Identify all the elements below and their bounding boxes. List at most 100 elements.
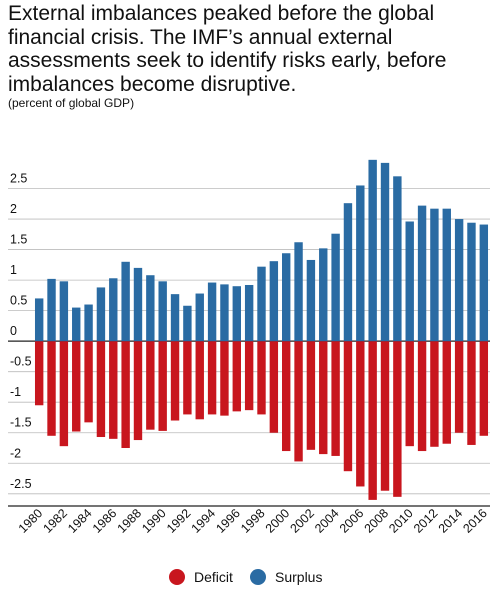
- bar: [84, 341, 93, 423]
- legend-label: Surplus: [275, 569, 322, 585]
- bar: [47, 341, 56, 436]
- bar: [59, 341, 69, 447]
- bar: [207, 341, 217, 415]
- x-tick-label: 1980: [16, 506, 46, 536]
- bar: [109, 341, 118, 439]
- bar: [368, 341, 377, 500]
- chart-subtitle: (percent of global GDP): [8, 96, 135, 110]
- bar: [195, 341, 204, 420]
- bar: [34, 298, 44, 342]
- bar: [244, 284, 254, 342]
- bar: [417, 341, 427, 452]
- bar: [294, 242, 303, 342]
- x-tick-label: 1982: [40, 506, 70, 536]
- bar: [467, 341, 476, 445]
- y-tick-label: -2: [10, 446, 21, 460]
- bar: [380, 341, 390, 491]
- bar: [319, 248, 328, 342]
- bar: [282, 253, 291, 342]
- bar: [331, 233, 340, 342]
- x-tick-label: 1998: [238, 506, 268, 536]
- bar: [343, 341, 353, 472]
- bar: [121, 341, 130, 448]
- bar: [170, 341, 180, 421]
- bar: [121, 261, 130, 342]
- y-tick-label: 0: [10, 324, 17, 338]
- y-tick-label: -0.5: [10, 355, 32, 369]
- bar: [84, 304, 93, 342]
- bar: [405, 221, 414, 342]
- bar: [331, 341, 340, 456]
- bar: [170, 294, 180, 342]
- x-tick-label: 1992: [164, 506, 194, 536]
- bar: [380, 162, 390, 342]
- y-tick-label: -1.5: [10, 416, 32, 430]
- bar: [269, 341, 279, 433]
- bar: [133, 267, 143, 342]
- bar: [207, 282, 217, 342]
- x-tick-label: 1988: [115, 506, 145, 536]
- bar: [158, 341, 167, 431]
- bar: [269, 261, 279, 342]
- x-tick-label: 1994: [189, 506, 219, 536]
- x-tick-label: 1986: [90, 506, 120, 536]
- bar: [454, 341, 464, 433]
- bar: [72, 307, 81, 342]
- x-tick-label: 2000: [263, 506, 293, 536]
- x-tick-label: 2004: [312, 506, 342, 536]
- bar: [183, 305, 192, 342]
- y-tick-label: 1: [10, 263, 17, 277]
- bar: [244, 341, 254, 411]
- legend-label: Deficit: [194, 569, 233, 585]
- bar: [430, 208, 439, 342]
- bar: [405, 341, 414, 447]
- bar: [343, 203, 353, 342]
- bar: [146, 341, 155, 430]
- x-tick-label: 2012: [411, 506, 441, 536]
- bar: [96, 287, 106, 342]
- bar: [232, 286, 241, 342]
- legend-swatch: [169, 569, 185, 585]
- bar: [146, 275, 155, 342]
- bar: [454, 219, 464, 342]
- bar: [158, 281, 167, 342]
- bar: [220, 284, 229, 342]
- bar: [319, 341, 328, 455]
- bar: [430, 341, 439, 447]
- bar: [467, 222, 476, 342]
- bar: [356, 185, 365, 342]
- legend-swatch: [250, 569, 266, 585]
- bar: [47, 278, 56, 342]
- bar: [133, 341, 143, 441]
- bar: [195, 293, 204, 342]
- bar: [257, 266, 266, 342]
- x-tick-label: 1984: [65, 506, 95, 536]
- y-tick-label: 2: [10, 202, 17, 216]
- y-tick-label: -2.5: [10, 477, 32, 491]
- bar: [306, 259, 316, 342]
- bar: [442, 208, 451, 342]
- bar: [442, 341, 451, 444]
- x-tick-label: 2014: [436, 506, 466, 536]
- y-tick-label: -1: [10, 385, 21, 399]
- x-tick-label: 2016: [460, 506, 490, 536]
- bar: [96, 341, 106, 438]
- x-tick-label: 2008: [362, 506, 392, 536]
- bar: [257, 341, 266, 415]
- x-tick-label: 2010: [386, 506, 416, 536]
- bar: [479, 341, 489, 436]
- x-tick-label: 1990: [139, 506, 169, 536]
- x-tick-label: 2006: [337, 506, 367, 536]
- x-tick-label: 2002: [287, 506, 317, 536]
- y-tick-label: 0.5: [10, 294, 27, 308]
- bar: [356, 341, 365, 487]
- x-tick-label: 1996: [213, 506, 243, 536]
- y-tick-label: 2.5: [10, 172, 27, 186]
- y-tick-label: 1.5: [10, 233, 27, 247]
- bar: [294, 341, 303, 462]
- bar: [479, 224, 489, 342]
- bar: [282, 341, 291, 452]
- bar: [232, 341, 241, 412]
